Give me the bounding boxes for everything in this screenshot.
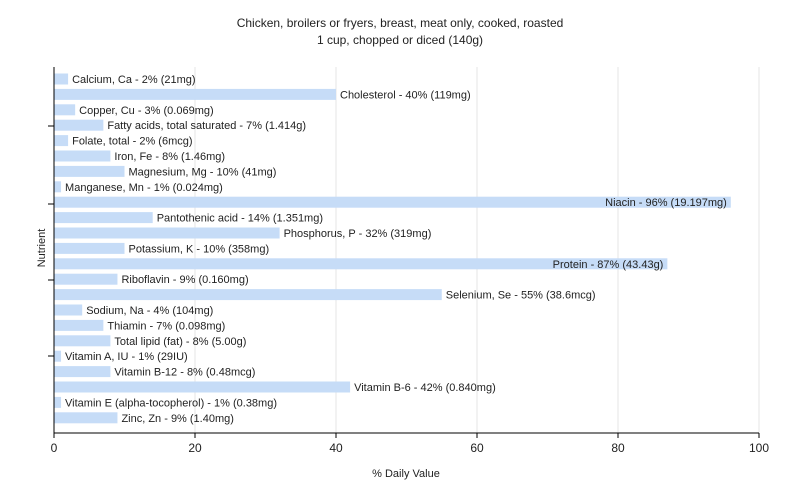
bar-label-9: Pantothenic acid - 14% (1.351mg) (157, 213, 323, 225)
bar-label-7: Manganese, Mn - 1% (0.024mg) (65, 182, 223, 194)
bar-0 (54, 73, 69, 85)
x-tick-label-0: 0 (51, 441, 58, 455)
bar-14 (54, 289, 442, 301)
bar-12 (54, 258, 668, 270)
bar-8 (54, 196, 731, 208)
bar-label-15: Sodium, Na - 4% (104mg) (86, 305, 213, 317)
bar-label-17: Total lipid (fat) - 8% (5.00g) (114, 336, 246, 348)
bars: Calcium, Ca - 2% (21mg) Cholesterol - 40%… (54, 73, 731, 425)
x-tick-label-1: 20 (188, 441, 202, 455)
chart-title: Chicken, broilers or fryers, breast, mea… (237, 16, 564, 30)
bar-21 (54, 396, 62, 408)
bar-7 (54, 181, 62, 193)
bar-15 (54, 304, 83, 316)
bar-label-14: Selenium, Se - 55% (38.6mcg) (446, 290, 596, 302)
bar-3 (54, 119, 104, 131)
bar-label-20: Vitamin B-6 - 42% (0.840mg) (354, 382, 496, 394)
bar-16 (54, 319, 104, 331)
bar-17 (54, 335, 111, 347)
bar-label-10: Phosphorus, P - 32% (319mg) (284, 228, 432, 240)
bar-6 (54, 165, 125, 177)
bar-18 (54, 350, 62, 362)
bar-label-16: Thiamin - 7% (0.098mg) (107, 320, 225, 332)
x-tick-label-3: 60 (470, 441, 484, 455)
bar-label-22: Zinc, Zn - 9% (1.40mg) (121, 413, 233, 425)
bar-10 (54, 227, 280, 239)
x-axis-label: % Daily Value (372, 468, 440, 480)
bar-label-6: Magnesium, Mg - 10% (41mg) (129, 166, 277, 178)
bar-label-13: Riboflavin - 9% (0.160mg) (121, 274, 248, 286)
gridlines (194, 67, 760, 433)
bar-label-2: Copper, Cu - 3% (0.069mg) (79, 105, 214, 117)
x-tick-label-2: 40 (329, 441, 343, 455)
bar-4 (54, 135, 69, 147)
bar-20 (54, 381, 351, 393)
bar-label-18: Vitamin A, IU - 1% (29IU) (65, 351, 188, 363)
bar-label-0: Calcium, Ca - 2% (21mg) (72, 74, 195, 86)
chart-subtitle: 1 cup, chopped or diced (140g) (317, 33, 483, 47)
bar-label-21: Vitamin E (alpha-tocopherol) - 1% (0.38m… (65, 397, 277, 409)
axes: 0 20 40 60 80 100 (48, 67, 769, 455)
bar-label-1: Cholesterol - 40% (119mg) (340, 89, 471, 101)
bar-label-12: Protein - 87% (43.43g) (553, 259, 664, 271)
bar-label-4: Folate, total - 2% (6mcg) (72, 136, 192, 148)
bar-label-19: Vitamin B-12 - 8% (0.48mcg) (114, 367, 255, 379)
bar-19 (54, 366, 111, 378)
bar-label-11: Potassium, K - 10% (358mg) (129, 243, 270, 255)
bar-1 (54, 88, 336, 100)
bar-2 (54, 104, 76, 116)
bar-13 (54, 273, 118, 285)
bar-label-5: Iron, Fe - 8% (1.46mg) (114, 151, 225, 163)
bar-9 (54, 212, 153, 224)
x-tick-label-5: 100 (749, 441, 769, 455)
y-axis-label: Nutrient (36, 229, 48, 268)
bar-22 (54, 412, 118, 424)
bar-label-8: Niacin - 96% (19.197mg) (605, 197, 727, 209)
bar-5 (54, 150, 111, 162)
bar-label-3: Fatty acids, total saturated - 7% (1.414… (107, 120, 306, 132)
x-tick-label-4: 80 (611, 441, 625, 455)
bar-11 (54, 242, 125, 254)
